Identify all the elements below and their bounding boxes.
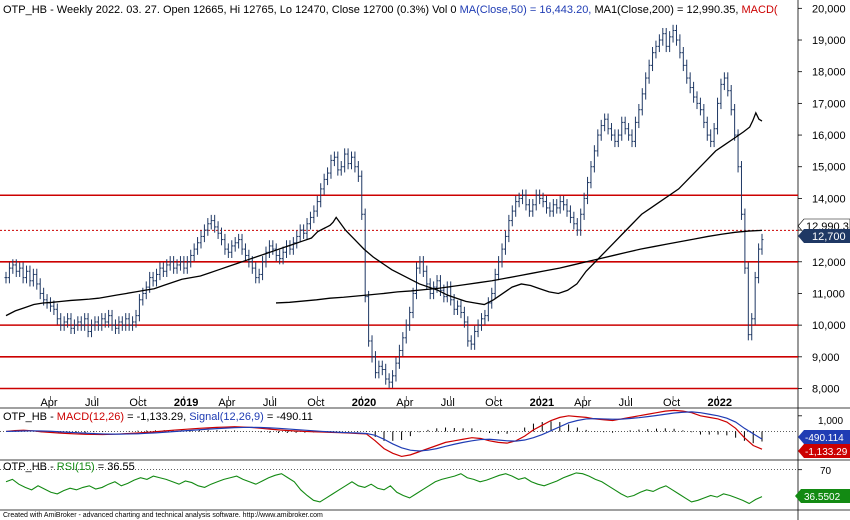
- y-tick-label: 9,000: [812, 352, 840, 364]
- y-tick-label: 10,000: [812, 320, 846, 332]
- x-tick-label: Oct: [485, 397, 502, 409]
- macd-title: OTP_HB - MACD(12,26) = -1,133.29, Signal…: [3, 411, 313, 423]
- svg-text:36.5502: 36.5502: [804, 492, 841, 503]
- ma50-line: [5, 111, 763, 317]
- x-tick-label: Apr: [574, 397, 591, 409]
- x-tick-label: Apr: [396, 397, 413, 409]
- x-tick-label: Apr: [218, 397, 235, 409]
- y-tick-label: 14,000: [812, 193, 846, 205]
- close-badge: 12,700: [798, 229, 850, 243]
- rsi-line: [5, 472, 763, 505]
- macd-badge: -1,133.29: [798, 444, 850, 458]
- y-tick-label: 16,000: [812, 130, 846, 142]
- x-tick-label: Oct: [129, 397, 146, 409]
- y-tick-label: 20,000: [812, 3, 846, 15]
- signal-line: [5, 411, 763, 452]
- x-tick-label: Jul: [263, 397, 277, 409]
- y-tick-label: 17,000: [812, 98, 846, 110]
- y-tick-label: 8,000: [812, 383, 840, 395]
- rsi-badge: 36.5502: [795, 489, 850, 503]
- x-tick-label: Jul: [441, 397, 455, 409]
- rsi-tick-70: 70: [820, 466, 832, 477]
- y-tick-label: 12,000: [812, 257, 846, 269]
- x-tick-label: Jul: [85, 397, 99, 409]
- y-tick-label: 11,000: [812, 288, 845, 300]
- svg-text:-1,133.29: -1,133.29: [805, 447, 848, 458]
- x-tick-label: 2020: [352, 397, 376, 409]
- footer-credit: Created with AmiBroker - advanced charti…: [3, 512, 323, 519]
- svg-text:-490.114: -490.114: [805, 433, 844, 444]
- y-tick-label: 18,000: [812, 67, 846, 79]
- y-tick-label: 19,000: [812, 35, 846, 47]
- y-tick-label: 15,000: [812, 162, 846, 174]
- x-tick-label: Apr: [40, 397, 57, 409]
- x-tick-label: 2022: [708, 397, 732, 409]
- x-tick-label: Oct: [663, 397, 680, 409]
- x-tick-label: Jul: [619, 397, 633, 409]
- ma200-line: [275, 229, 763, 304]
- signal-badge: -490.114: [798, 430, 850, 444]
- macd-panel: [0, 409, 850, 461]
- svg-text:12,700: 12,700: [812, 231, 846, 243]
- rsi-panel: [0, 469, 850, 511]
- header-text: OTP_HB - Weekly 2022. 03. 27. Open 12665…: [3, 4, 778, 16]
- x-tick-label: 2019: [174, 397, 198, 409]
- x-tick-label: 2021: [530, 397, 554, 409]
- x-tick-label: Oct: [307, 397, 324, 409]
- rsi-title: OTP_HB - RSI(15) = 36.55: [3, 461, 135, 473]
- macd-tick-1000: 1,000: [818, 416, 843, 427]
